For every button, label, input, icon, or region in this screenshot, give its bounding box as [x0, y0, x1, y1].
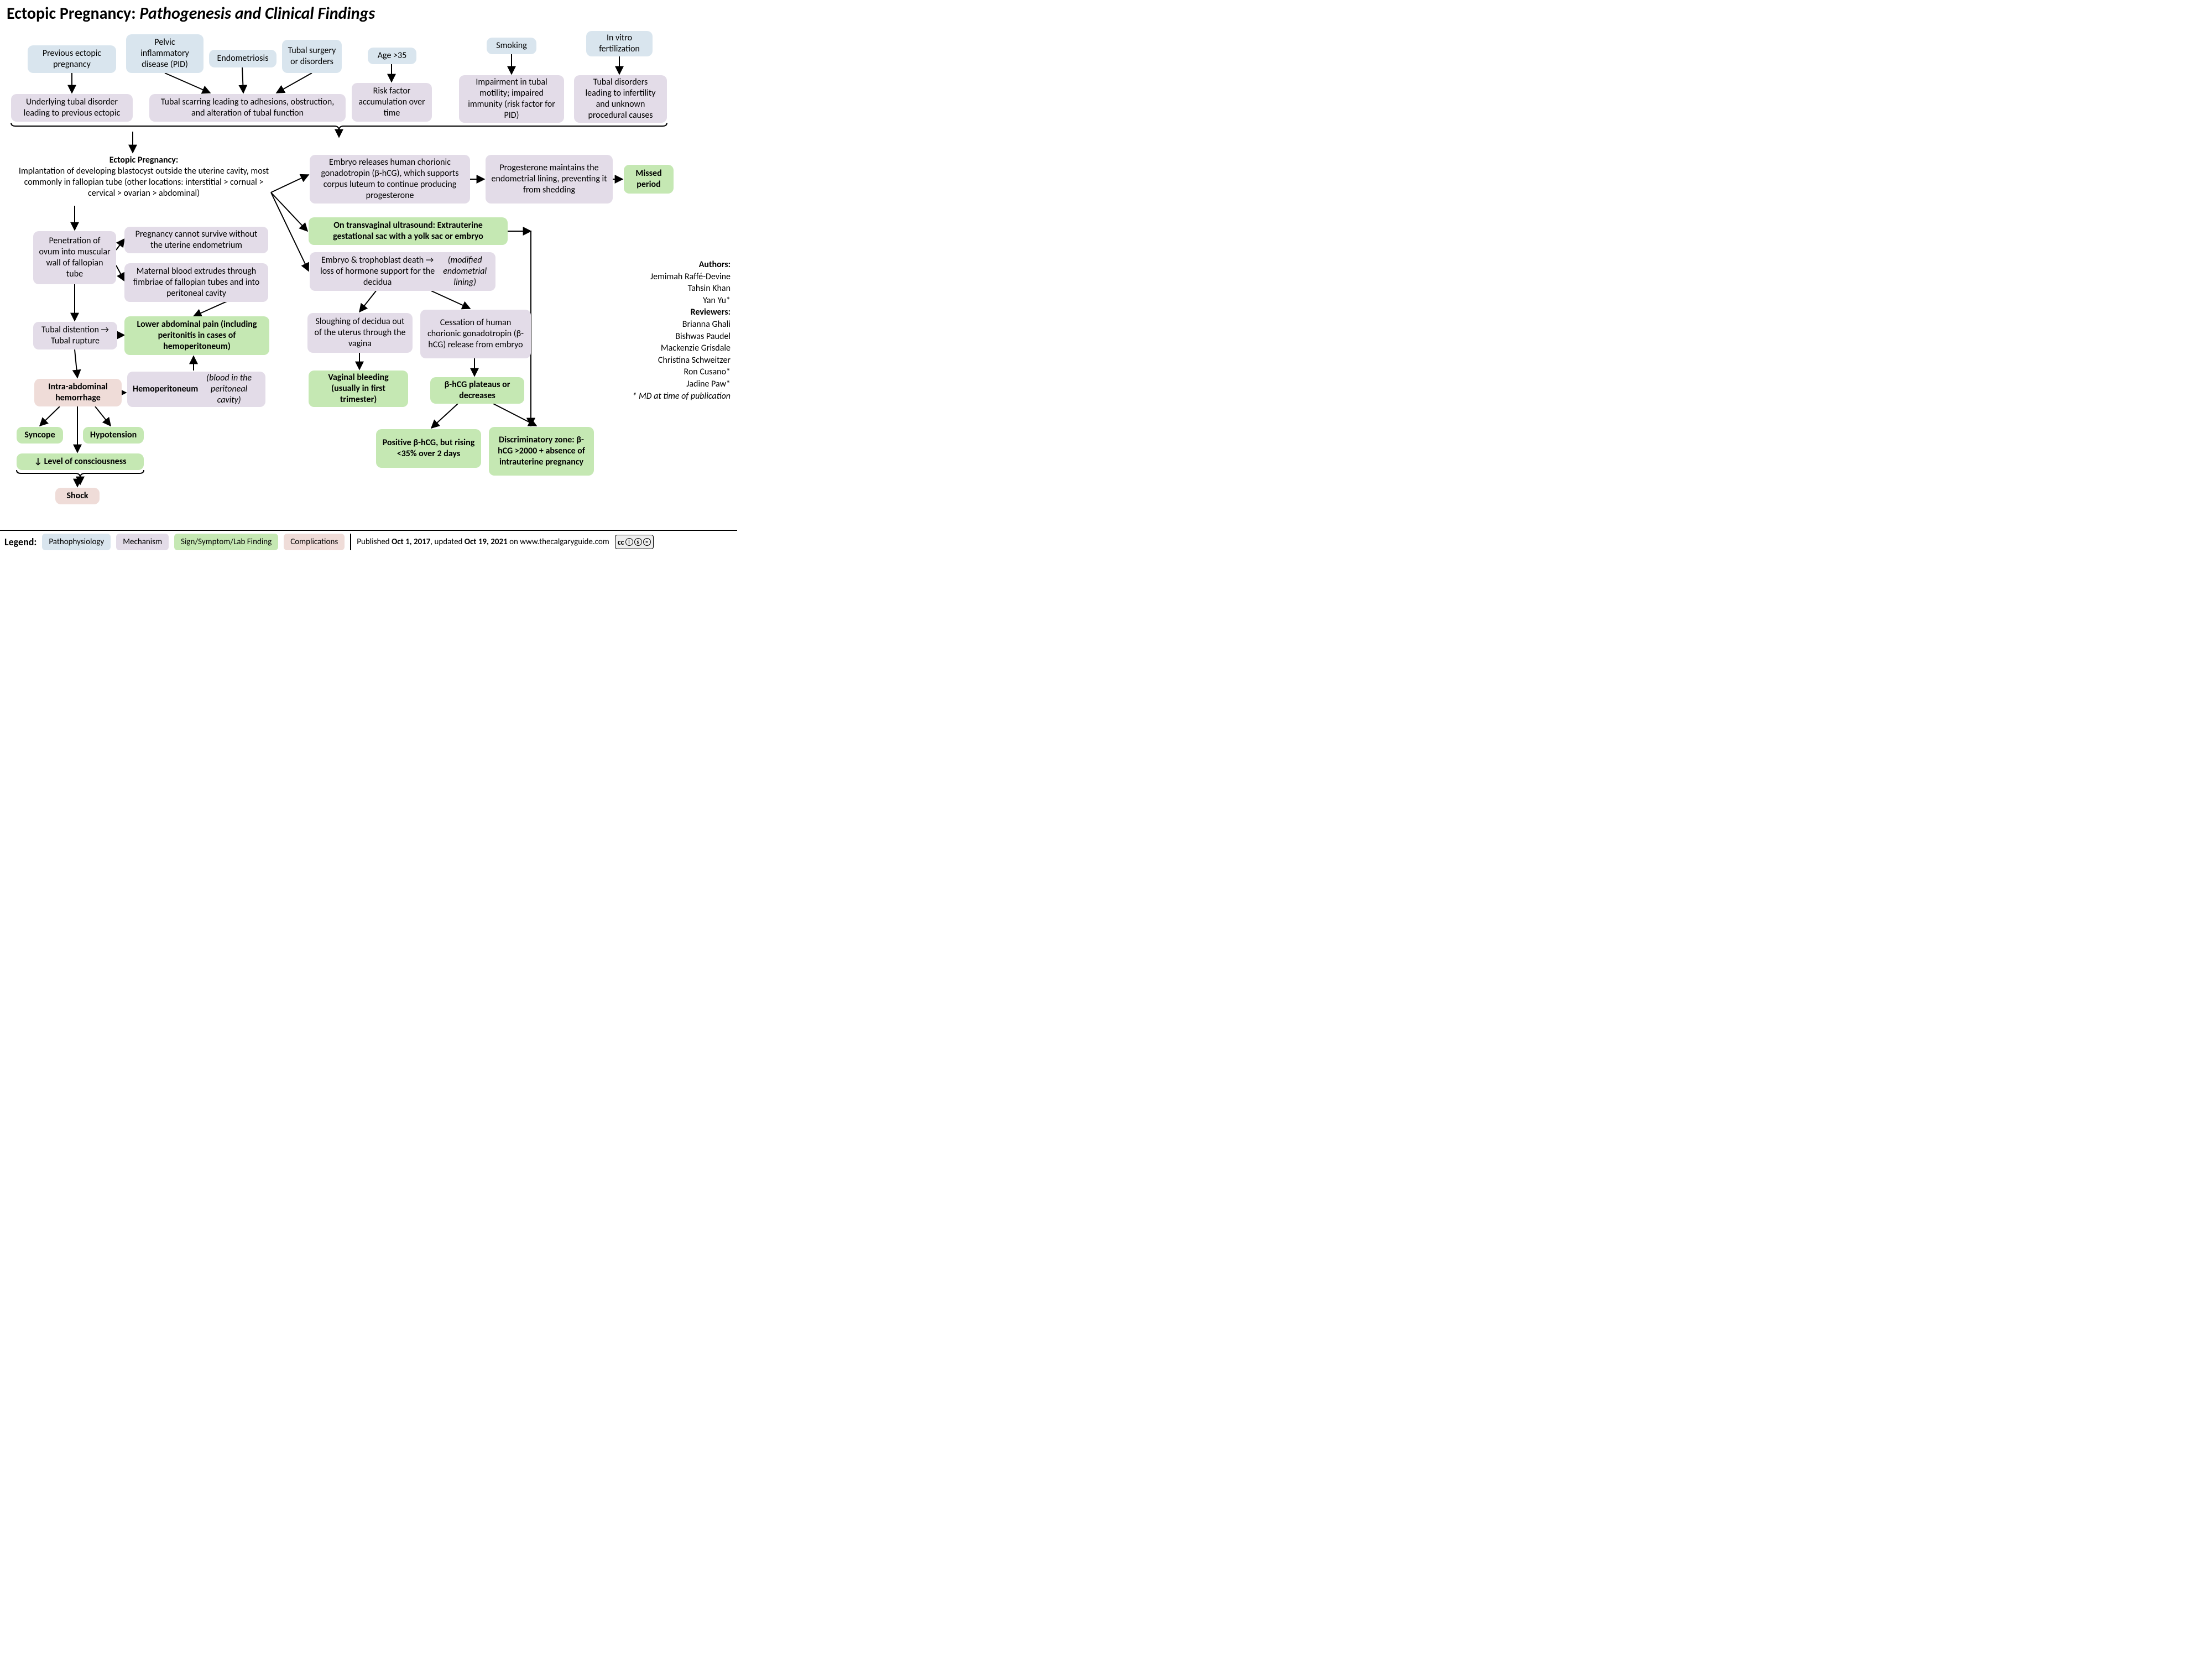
node-disc_zone: Discriminatory zone: β-hCG >2000 + absen…	[489, 427, 594, 476]
node-cessation_hcg: Cessation of human chorionic gonadotropi…	[420, 310, 531, 358]
reviewers-label: Reviewers:	[691, 307, 731, 317]
node-cannot_survive: Pregnancy cannot survive without the ute…	[124, 227, 268, 253]
node-endometriosis: Endometriosis	[209, 50, 276, 67]
author-1: Tahsin Khan	[632, 283, 731, 295]
node-blood_fimbriae: Maternal blood extrudes through fimbriae…	[124, 263, 268, 302]
definition-block: Ectopic Pregnancy: Implantation of devel…	[11, 155, 276, 199]
node-missed_period: Missed period	[624, 165, 674, 194]
node-age35: Age >35	[368, 48, 416, 64]
node-hcg_plateau: β-hCG plateaus or decreases	[430, 377, 524, 404]
node-ivf_mech: Tubal disorders leading to infertility a…	[574, 75, 667, 123]
legend-mech: Mechanism	[116, 534, 169, 550]
legend-sign: Sign/Symptom/Lab Finding	[174, 534, 278, 550]
node-embryo_death: Embryo & trophoblast death → loss of hor…	[310, 252, 495, 291]
node-syncope: Syncope	[17, 427, 63, 444]
node-intra_hem: Intra-abdominal hemorrhage	[34, 379, 122, 406]
node-ivf: In vitro fertilization	[586, 31, 653, 56]
reviewer-2: Mackenzie Grisdale	[632, 342, 731, 354]
node-tubal_rupture: Tubal distention → Tubal rupture	[33, 322, 117, 349]
node-hcg_prog: Embryo releases human chorionic gonadotr…	[310, 155, 470, 204]
node-tubal_surgery: Tubal surgery or disorders	[282, 40, 342, 73]
legend-label: Legend:	[4, 536, 36, 548]
publication-info: Published Oct 1, 2017, updated Oct 19, 2…	[357, 537, 609, 547]
reviewer-4: Ron Cusano*	[632, 366, 731, 378]
node-loc: ↓ Level of consciousness	[17, 453, 144, 470]
node-shock: Shock	[55, 488, 100, 504]
definition-head: Ectopic Pregnancy:	[11, 155, 276, 166]
node-hypotension: Hypotension	[83, 427, 144, 444]
node-lower_pain: Lower abdominal pain (including peritoni…	[124, 316, 269, 355]
node-prog_lining: Progesterone maintains the endometrial l…	[486, 155, 613, 204]
node-pid: Pelvic inflammatory disease (PID)	[126, 34, 204, 73]
reviewer-0: Brianna Ghali	[632, 319, 731, 331]
authors-label: Authors:	[699, 259, 731, 270]
definition-body: Implantation of developing blastocyst ou…	[11, 166, 276, 199]
node-smoking_mech: Impairment in tubal motility; impaired i…	[459, 75, 564, 123]
node-tubal_scarring: Tubal scarring leading to adhesions, obs…	[149, 94, 346, 122]
title-sub: Pathogenesis and Clinical Findings	[139, 3, 375, 24]
node-vaginal_bleeding: Vaginal bleeding (usually in first trime…	[309, 371, 408, 407]
author-0: Jemimah Raffé-Devine	[632, 271, 731, 283]
legend-patho: Pathophysiology	[42, 534, 111, 550]
credits-block: Authors: Jemimah Raffé-Devine Tahsin Kha…	[632, 259, 731, 402]
node-risk_accum: Risk factor accumulation over time	[352, 83, 432, 122]
node-hemoperitoneum: Hemoperitoneum(blood in the peritoneal c…	[127, 372, 265, 407]
cc-license-icon: cc i $ =	[615, 535, 654, 549]
node-prev_ectopic: Previous ectopic pregnancy	[28, 45, 116, 73]
node-tvus: On transvaginal ultrasound: Extrauterine…	[309, 217, 508, 245]
reviewer-1: Bishwas Paudel	[632, 331, 731, 343]
node-penetration: Penetration of ovum into muscular wall o…	[33, 231, 116, 284]
credits-note: * MD at time of publication	[632, 390, 731, 403]
reviewer-5: Jadine Paw*	[632, 378, 731, 390]
page-title: Ectopic Pregnancy: Pathogenesis and Clin…	[7, 3, 375, 24]
node-sloughing: Sloughing of decidua out of the uterus t…	[307, 313, 413, 353]
legend-comp: Complications	[284, 534, 345, 550]
title-main: Ectopic Pregnancy:	[7, 3, 136, 24]
node-smoking: Smoking	[487, 38, 536, 54]
reviewer-3: Christina Schweitzer	[632, 354, 731, 367]
node-pos_hcg_slow: Positive β-hCG, but rising <35% over 2 d…	[376, 429, 481, 468]
author-2: Yan Yu*	[632, 295, 731, 307]
legend-footer: Legend: Pathophysiology Mechanism Sign/S…	[0, 530, 737, 553]
node-underlying_tubal: Underlying tubal disorder leading to pre…	[11, 94, 133, 122]
footer-sep	[350, 534, 351, 550]
